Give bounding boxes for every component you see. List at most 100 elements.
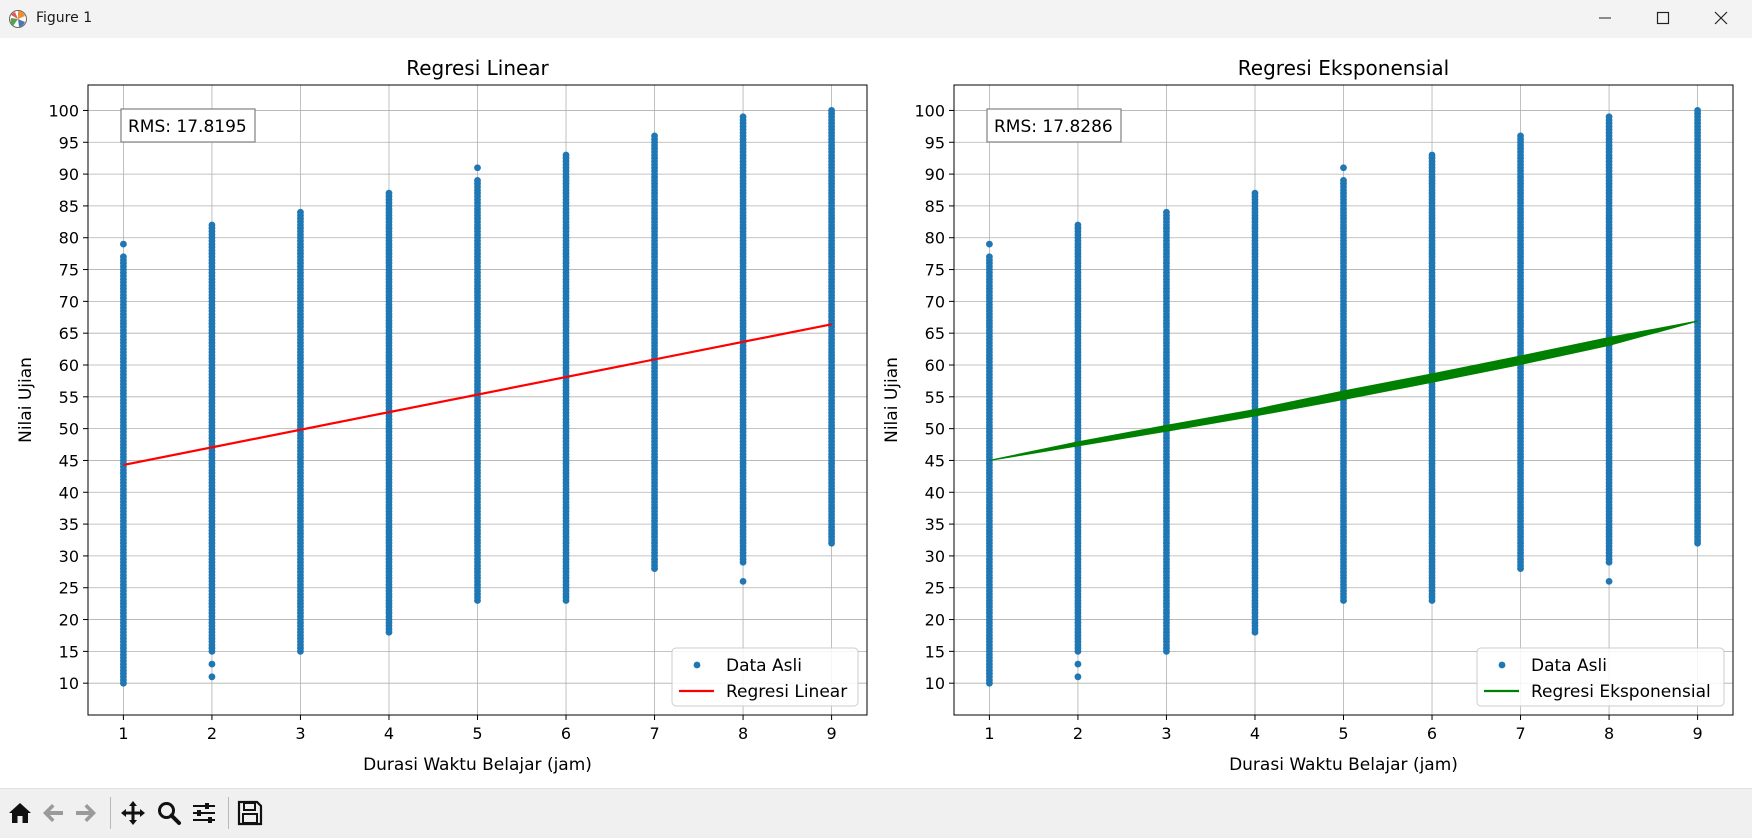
regression-band — [989, 320, 1698, 462]
back-icon — [43, 804, 63, 822]
figure-svg: 1 2 3 4 5 6 7 8 91015202530354045505560657075808… — [16, 56, 1734, 775]
y-tick-label: 80 — [59, 229, 79, 248]
close-button[interactable] — [1692, 0, 1750, 38]
data-point — [120, 240, 127, 248]
scatter-series-points — [986, 107, 1701, 687]
y-tick-label: 45 — [59, 451, 79, 470]
home-icon — [9, 803, 31, 823]
x-tick-label: 3 — [1161, 724, 1171, 743]
x-axis-label: Durasi Waktu Belajar (jam) — [363, 755, 592, 775]
y-tick-label: 35 — [925, 515, 945, 534]
y-tick-label: 10 — [59, 674, 79, 693]
y-tick-label: 40 — [59, 483, 79, 502]
rms-box — [120, 108, 256, 143]
y-tick-label: 40 — [925, 483, 945, 502]
data-point — [651, 132, 658, 140]
data-point — [1074, 673, 1082, 681]
x-tick-label: 8 — [1604, 724, 1614, 743]
data-point — [1340, 177, 1347, 184]
rms-annotation: RMS: 17.8195 — [128, 117, 247, 137]
data-point — [1340, 164, 1347, 172]
legend-label-data: Data Asli — [1531, 656, 1607, 676]
y-tick-label: 85 — [59, 197, 79, 216]
data-point — [1605, 113, 1613, 121]
x-tick-label: 7 — [1515, 724, 1525, 743]
maximize-icon — [1656, 11, 1670, 25]
y-tick-label: 90 — [59, 165, 79, 184]
toolbar-separator — [110, 797, 111, 829]
x-tick-label: 5 — [472, 724, 482, 743]
title-bar: Figure 1 — [0, 0, 1752, 39]
y-tick-label: 45 — [925, 451, 945, 470]
data-point — [1517, 132, 1524, 140]
window-title: Figure 1 — [36, 10, 93, 26]
chart-title: Regresi Linear — [406, 56, 549, 80]
forward-icon — [76, 804, 96, 822]
chart-title: Regresi Eksponensial — [1238, 56, 1449, 80]
y-tick-label: 95 — [59, 133, 79, 152]
data-point — [1605, 577, 1613, 585]
close-icon — [1714, 11, 1728, 25]
data-point — [562, 151, 570, 159]
figure-canvas: 1 2 3 4 5 6 7 8 9 10 15 20 25 30 35 40 45 50 55 60 65 70 75 80 8… — [0, 38, 1752, 788]
pan-button[interactable] — [119, 799, 147, 827]
y-tick-label: 75 — [925, 261, 945, 280]
x-tick-label: 4 — [1250, 724, 1260, 743]
legend-marker-data — [693, 661, 701, 669]
zoom-icon — [158, 802, 181, 825]
legend-box — [671, 647, 859, 707]
y-tick-label: 25 — [925, 579, 945, 598]
minimize-button[interactable] — [1576, 0, 1634, 38]
save-button[interactable] — [236, 799, 264, 827]
matplotlib-app-icon — [9, 10, 27, 28]
data-point — [1694, 107, 1701, 114]
legend-label-regression: Regresi Linear — [726, 682, 847, 702]
minimize-icon — [1599, 17, 1611, 19]
maximize-button[interactable] — [1634, 0, 1692, 38]
y-tick-label: 25 — [59, 579, 79, 598]
data-point — [297, 208, 304, 216]
subplot-linear: 1 2 3 4 5 6 7 8 91015202530354045505560657075808… — [16, 56, 868, 775]
forward-button[interactable] — [72, 799, 100, 827]
y-tick-label: 35 — [59, 515, 79, 534]
x-tick-label: 8 — [738, 724, 748, 743]
subplot-exponential: 1 2 3 4 5 6 7 8 91015202530354045505560657075808… — [882, 56, 1734, 775]
x-tick-label: 2 — [1073, 724, 1083, 743]
data-point — [208, 660, 216, 668]
y-tick-label: 60 — [59, 356, 79, 375]
y-tick-label: 100 — [48, 101, 79, 120]
legend-box — [1476, 647, 1725, 707]
y-tick-label: 55 — [925, 388, 945, 407]
data-point — [1251, 189, 1259, 197]
x-tick-label: 9 — [1692, 724, 1702, 743]
home-button[interactable] — [6, 799, 34, 827]
configure-subplots-button[interactable] — [190, 799, 218, 827]
y-tick-label: 55 — [59, 388, 79, 407]
y-tick-label: 65 — [925, 324, 945, 343]
data-point — [739, 113, 747, 121]
pan-icon — [121, 801, 145, 825]
y-tick-label: 10 — [925, 674, 945, 693]
data-point — [1074, 221, 1082, 229]
y-tick-label: 70 — [925, 292, 945, 311]
y-tick-label: 20 — [59, 611, 79, 630]
x-tick-label: 4 — [384, 724, 394, 743]
y-tick-label: 65 — [59, 324, 79, 343]
x-tick-label: 6 — [561, 724, 571, 743]
y-tick-label: 85 — [925, 197, 945, 216]
y-tick-label: 30 — [59, 547, 79, 566]
y-tick-label: 70 — [59, 292, 79, 311]
data-point — [385, 189, 393, 197]
back-button[interactable] — [39, 799, 67, 827]
y-axis-label: Nilai Ujian — [882, 357, 902, 443]
zoom-button[interactable] — [155, 799, 183, 827]
data-point — [1428, 151, 1436, 159]
data-point — [208, 221, 216, 229]
x-tick-label: 3 — [295, 724, 305, 743]
y-tick-label: 90 — [925, 165, 945, 184]
data-point — [208, 673, 216, 681]
scatter-series-points — [120, 107, 835, 687]
y-tick-label: 60 — [925, 356, 945, 375]
data-point — [1163, 208, 1170, 216]
x-tick-label: 1 — [984, 724, 994, 743]
